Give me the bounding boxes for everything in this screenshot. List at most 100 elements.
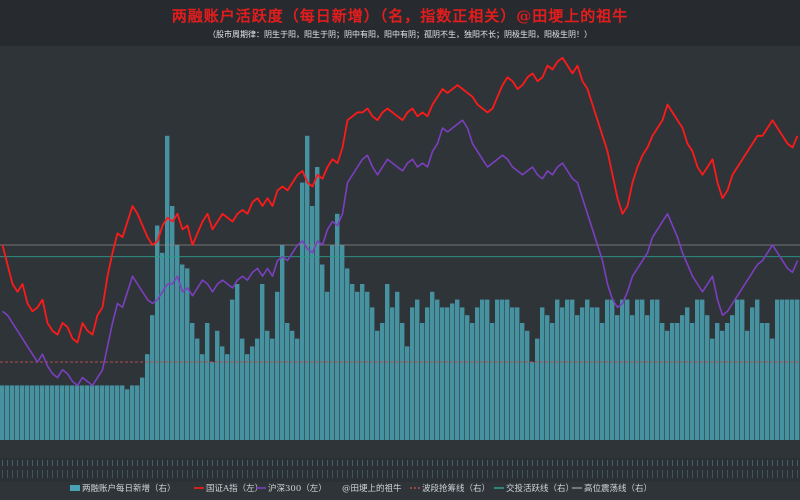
bar-mark [715, 323, 720, 440]
bar-mark [740, 299, 745, 440]
bar-mark [5, 385, 10, 440]
legend-item: 沪深300（左） [256, 483, 327, 494]
bar-mark [405, 346, 410, 440]
bar-mark [95, 385, 100, 440]
bar-mark [145, 354, 150, 440]
legend-label: @田埂上的祖牛 [342, 483, 402, 494]
bar-mark [240, 338, 245, 440]
bar-mark [280, 245, 285, 440]
bar-mark [460, 307, 465, 440]
bar-mark [750, 307, 755, 440]
bar-mark [520, 323, 525, 440]
bar-mark [700, 299, 705, 440]
bar-mark [380, 323, 385, 440]
bar-mark [665, 330, 670, 440]
bar-mark [225, 354, 230, 440]
bar-mark [490, 323, 495, 440]
legend-label: 沪深300（左） [268, 483, 327, 494]
tick-row-band [0, 458, 800, 482]
bar-mark [195, 338, 200, 440]
bar-mark [565, 299, 570, 440]
bar-mark [540, 307, 545, 440]
bar-mark [795, 299, 800, 440]
bar-mark [100, 385, 105, 440]
bar-mark [10, 385, 15, 440]
bar-mark [0, 385, 5, 440]
bar-mark [480, 299, 485, 440]
bar-mark [680, 315, 685, 440]
bar-mark [245, 354, 250, 440]
bar-mark [670, 323, 675, 440]
bar-mark [255, 338, 260, 440]
bar-mark [790, 299, 795, 440]
bar-mark [300, 182, 305, 440]
bar-mark [295, 338, 300, 440]
bar-mark [395, 291, 400, 440]
bar-mark [535, 338, 540, 440]
bar-mark [35, 385, 40, 440]
bar-mark [555, 299, 560, 440]
bar-mark [650, 299, 655, 440]
bar-mark [475, 307, 480, 440]
legend-label: 交投活跃线（右） [506, 483, 574, 494]
bar-mark [220, 346, 225, 440]
bar-mark [15, 385, 20, 440]
index-a-line [1, 56, 799, 344]
bar-mark [180, 264, 185, 440]
bar-mark [65, 385, 70, 440]
bar-mark [215, 330, 220, 440]
bar-mark [570, 299, 575, 440]
bar-mark [780, 299, 785, 440]
legend: 两融账户每日新增（右） 国证A指（左） 沪深300（左） @田埂上的祖牛 波段抢筹线（右… [70, 483, 652, 494]
bar-mark [710, 338, 715, 440]
bar-mark [625, 299, 630, 440]
legend-item: 两融账户每日新增（右） [70, 483, 176, 494]
bar-mark [500, 299, 505, 440]
hs300-line [2, 119, 799, 387]
bar-mark [200, 354, 205, 440]
bar-mark [600, 323, 605, 440]
bar-mark [110, 385, 115, 440]
bar-mark [705, 315, 710, 440]
bar-mark [760, 323, 765, 440]
bar-mark [250, 346, 255, 440]
plot-area [0, 56, 800, 441]
bar-mark [420, 323, 425, 440]
bar-mark [285, 323, 290, 440]
bar-mark [310, 206, 315, 440]
bar-mark [550, 323, 555, 440]
bar-mark [40, 385, 45, 440]
bar-mark [135, 385, 140, 440]
bar-mark [745, 330, 750, 440]
bar-mark [590, 307, 595, 440]
bar-mark [315, 167, 320, 440]
bar-mark [415, 299, 420, 440]
bar-mark [425, 307, 430, 440]
bar-mark [275, 291, 280, 440]
bar-mark [120, 385, 125, 440]
bar-mark [560, 307, 565, 440]
legend-item: 国证A指（左） [194, 483, 263, 494]
bar-mark [545, 315, 550, 440]
bar-mark [690, 323, 695, 440]
legend-swatch [70, 485, 80, 491]
bar-mark [335, 213, 340, 440]
bar-mark [610, 299, 615, 440]
bar-mark [785, 299, 790, 440]
bar-mark [330, 245, 335, 440]
bar-mark [685, 307, 690, 440]
bar-mark [75, 385, 80, 440]
bar-mark [450, 303, 455, 440]
bar-mark [770, 338, 775, 440]
bar-mark [105, 385, 110, 440]
bar-mark [635, 299, 640, 440]
bar-mark [530, 362, 535, 440]
bar-mark [170, 206, 175, 440]
bar-mark [70, 385, 75, 440]
bar-mark [695, 299, 700, 440]
bar-mark [605, 299, 610, 440]
bar-mark [575, 315, 580, 440]
bar-mark [725, 323, 730, 440]
bar-mark [30, 385, 35, 440]
